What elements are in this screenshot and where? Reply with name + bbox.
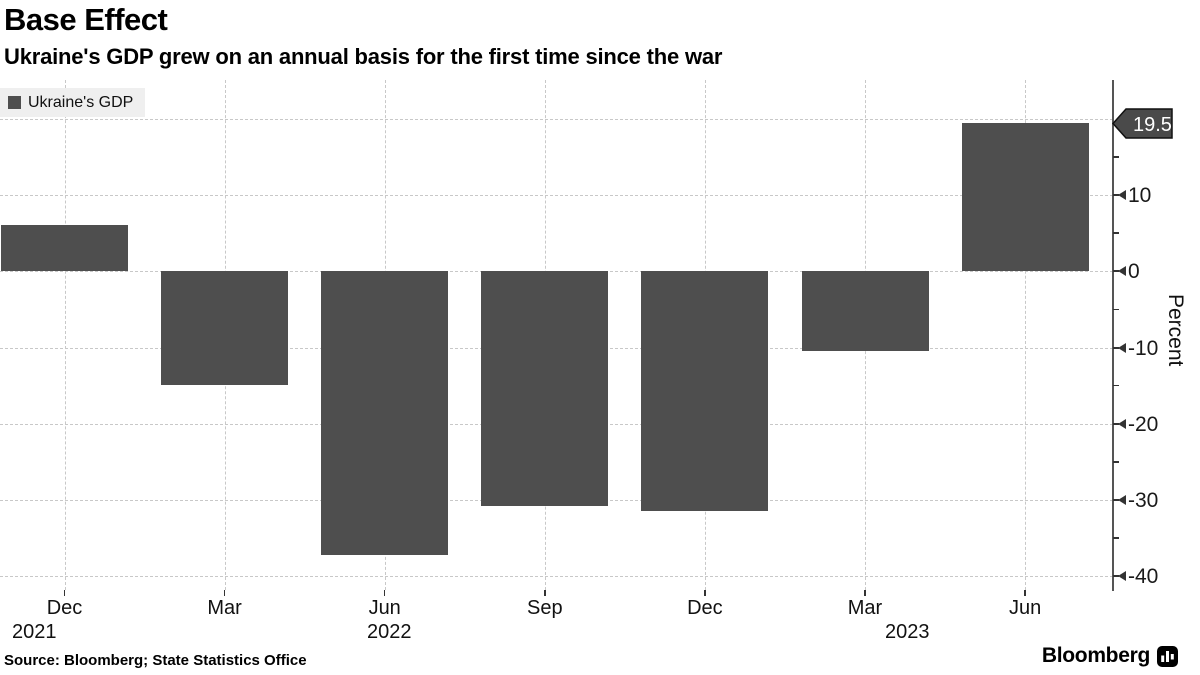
- x-month-label: Dec: [46, 597, 83, 619]
- bar: [641, 271, 769, 511]
- y-tick: [1113, 194, 1119, 197]
- y-minor-tick: [1113, 461, 1119, 463]
- y-tick: [1113, 270, 1119, 273]
- legend-swatch-icon: [8, 96, 21, 109]
- bar: [481, 271, 609, 507]
- bloomberg-chart-icon: [1157, 645, 1178, 667]
- x-tick: [383, 590, 386, 596]
- bloomberg-wordmark: Bloomberg: [1041, 644, 1150, 667]
- y-tick-arrow-icon: [1118, 571, 1126, 582]
- bar: [801, 271, 929, 352]
- y-tick-arrow-icon: [1118, 342, 1126, 353]
- x-month-label: Jun: [1008, 597, 1042, 619]
- y-minor-tick: [1113, 156, 1119, 158]
- x-month-label: Mar: [207, 597, 242, 619]
- x-tick: [704, 590, 706, 596]
- y-tick-arrow-icon: [1118, 418, 1126, 429]
- v-gridline: [64, 80, 66, 590]
- value-tag: 19.5: [1112, 108, 1173, 139]
- y-tick-arrow-icon: [1118, 190, 1126, 201]
- chart-subtitle: Ukraine's GDP grew on an annual basis fo…: [4, 44, 723, 69]
- y-axis-title: Percent: [1164, 294, 1187, 367]
- bar: [161, 271, 289, 385]
- y-tick-arrow-icon: [1118, 266, 1126, 277]
- value-tag-text: 19.5: [1133, 114, 1172, 136]
- y-tick: [1113, 346, 1119, 349]
- y-minor-tick: [1113, 384, 1119, 387]
- x-tick: [1024, 590, 1026, 596]
- v-gridline: [1025, 80, 1027, 590]
- y-tick: [1113, 575, 1119, 578]
- x-month-label: Jun: [368, 597, 401, 619]
- x-tick: [223, 590, 226, 596]
- h-gridline: [0, 195, 1113, 197]
- legend-label: Ukraine's GDP: [28, 93, 134, 111]
- legend: Ukraine's GDP: [0, 88, 146, 117]
- y-minor-tick: [1113, 308, 1119, 311]
- x-month-label: Dec: [687, 597, 723, 619]
- x-year-label: 2022: [367, 621, 412, 643]
- y-tick-label: 0: [1128, 260, 1140, 284]
- x-month-label: Sep: [527, 597, 563, 619]
- y-tick-label: 10: [1128, 184, 1152, 208]
- source-note: Source: Bloomberg; State Statistics Offi…: [4, 652, 307, 669]
- y-tick-label: -30: [1128, 489, 1159, 513]
- x-tick: [864, 590, 866, 596]
- chart-title: Base Effect: [4, 2, 168, 37]
- y-minor-tick: [1113, 232, 1119, 234]
- value-tag-shape: [1112, 108, 1173, 139]
- bar: [1, 224, 128, 272]
- x-tick: [63, 590, 66, 596]
- x-month-label: Mar: [847, 597, 883, 619]
- y-tick-label: -10: [1128, 336, 1159, 360]
- x-year-label: 2023: [885, 621, 930, 643]
- h-gridline: [0, 118, 1113, 120]
- y-tick-arrow-icon: [1118, 495, 1126, 506]
- h-gridline: [0, 576, 1113, 578]
- bar: [321, 271, 449, 555]
- y-minor-tick: [1113, 537, 1119, 539]
- bar: [961, 122, 1089, 272]
- y-tick: [1113, 422, 1119, 425]
- y-tick: [1113, 499, 1119, 502]
- bloomberg-logo: Bloomberg: [1042, 644, 1178, 668]
- x-year-label: 2021: [12, 621, 57, 643]
- y-tick-label: -20: [1128, 412, 1159, 436]
- x-tick: [544, 590, 546, 596]
- y-axis-line: [1112, 80, 1114, 591]
- y-tick-label: -40: [1128, 565, 1159, 589]
